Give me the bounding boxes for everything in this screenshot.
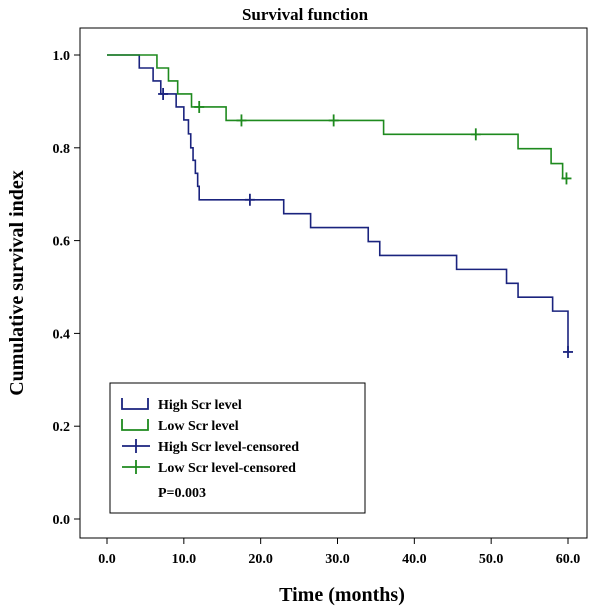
legend-item: Low Scr level [121, 419, 239, 434]
p-value-annotation: P=0.003 [158, 486, 206, 501]
high-scr-censor-mark [244, 193, 255, 206]
low-scr-censor-mark [561, 172, 572, 185]
legend-box [109, 382, 366, 514]
x-tick-label: 60.0 [556, 552, 581, 567]
legend-label: Low Scr level [158, 419, 239, 434]
y-tick-label: 0.2 [53, 420, 71, 435]
legend-label: High Scr level-censored [158, 440, 299, 455]
y-axis-title: Cumulative survival index [6, 170, 28, 396]
legend-item: Low Scr level-censored [122, 460, 296, 476]
censor-marks [158, 87, 573, 358]
y-tick-label: 0.0 [53, 513, 71, 528]
x-tick-label: 0.0 [98, 552, 116, 567]
high-scr-curve [107, 54, 569, 352]
plot-frame [79, 27, 588, 539]
x-tick-label: 30.0 [325, 552, 350, 567]
low-scr-censor-mark [236, 114, 247, 127]
low-scr-curve [107, 54, 568, 180]
x-tick-label: 40.0 [402, 552, 427, 567]
y-tick-label: 0.6 [53, 235, 71, 250]
series-lines [107, 54, 569, 352]
y-tick-label: 1.0 [53, 49, 71, 64]
x-tick-label: 20.0 [248, 552, 273, 567]
legend: High Scr level Low Scr level High Scr leve… [109, 382, 366, 514]
legend-items: High Scr level Low Scr level High Scr leve… [121, 398, 299, 476]
low-scr-censor-mark [194, 100, 205, 113]
high-scr-censor-mark [158, 87, 169, 100]
y-tick-label: 0.8 [53, 142, 71, 157]
low-scr-censor-mark [470, 128, 481, 141]
low-scr-censor-mark [328, 114, 339, 127]
y-axis-ticks: 0.0 0.2 0.4 0.6 0.8 1.0 [53, 49, 80, 528]
x-tick-label: 50.0 [479, 552, 504, 567]
legend-item: High Scr level [121, 398, 242, 413]
x-axis-ticks: 0.0 10.0 20.0 30.0 40.0 50.0 60.0 [98, 538, 580, 567]
chart-title: Survival function [242, 5, 369, 24]
legend-label: High Scr level [158, 398, 242, 413]
x-tick-label: 10.0 [172, 552, 197, 567]
high-scr-censor-mark [563, 345, 573, 358]
y-tick-label: 0.4 [53, 327, 71, 342]
legend-item: High Scr level-censored [122, 439, 299, 455]
x-axis-title: Time (months) [279, 584, 405, 606]
legend-label: Low Scr level-censored [158, 461, 296, 476]
